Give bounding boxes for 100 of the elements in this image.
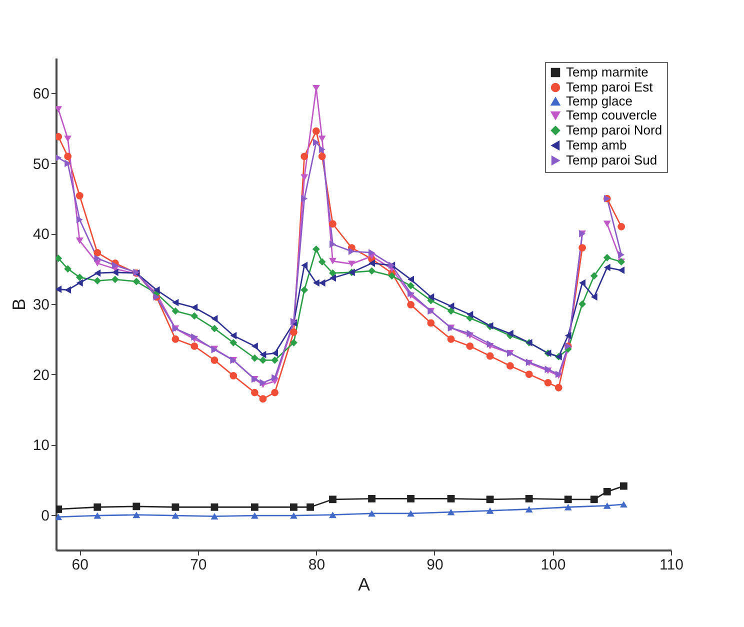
point xyxy=(368,260,375,267)
point xyxy=(56,286,62,293)
point xyxy=(172,307,180,315)
point xyxy=(250,503,258,511)
x-tick-label: 110 xyxy=(660,556,684,574)
point xyxy=(230,338,238,346)
point xyxy=(56,106,62,113)
point xyxy=(260,350,266,358)
point xyxy=(618,222,626,230)
point xyxy=(64,136,72,142)
point xyxy=(300,286,308,294)
point xyxy=(348,260,356,268)
point xyxy=(94,277,102,285)
point xyxy=(94,503,102,511)
point xyxy=(506,362,514,370)
point xyxy=(259,395,267,403)
point xyxy=(250,388,258,396)
point xyxy=(272,349,278,357)
point xyxy=(408,290,414,298)
point xyxy=(318,146,326,154)
point xyxy=(620,501,628,508)
point xyxy=(525,506,533,512)
point xyxy=(112,262,118,270)
y-tick-label: 0 xyxy=(41,507,50,524)
x-tick-label: 100 xyxy=(540,556,566,574)
point xyxy=(564,496,572,504)
point xyxy=(620,482,628,490)
point xyxy=(76,192,84,200)
y-axis-title: B xyxy=(8,298,29,311)
point xyxy=(300,152,308,160)
point xyxy=(56,506,62,513)
point xyxy=(191,304,198,312)
point xyxy=(312,127,320,135)
point xyxy=(191,333,198,341)
point xyxy=(486,496,494,504)
point xyxy=(447,307,455,315)
point xyxy=(486,340,494,348)
point xyxy=(428,293,434,301)
point xyxy=(486,507,494,514)
point xyxy=(64,265,72,273)
point xyxy=(525,370,533,378)
point xyxy=(290,338,298,346)
point xyxy=(578,300,586,308)
point xyxy=(603,488,611,496)
point xyxy=(407,510,415,517)
point xyxy=(388,272,396,280)
point xyxy=(190,312,198,320)
point xyxy=(448,302,454,310)
point xyxy=(172,512,180,519)
point xyxy=(300,174,308,181)
y-tick-label: 10 xyxy=(32,437,50,454)
point xyxy=(368,494,376,502)
point xyxy=(301,194,308,202)
x-tick-label: 80 xyxy=(308,556,326,574)
point xyxy=(318,136,326,142)
legend-label: Temp glace xyxy=(566,94,632,108)
legend-label: Temp couvercle xyxy=(566,108,658,122)
point xyxy=(64,152,72,160)
point xyxy=(153,286,160,294)
point xyxy=(76,238,84,244)
y-tick-label: 60 xyxy=(32,86,50,103)
point xyxy=(447,335,455,343)
point xyxy=(132,278,140,286)
point xyxy=(301,262,308,270)
point xyxy=(408,276,414,284)
point xyxy=(318,279,326,287)
point xyxy=(112,268,118,276)
point xyxy=(318,152,326,160)
legend-label: Temp paroi Est xyxy=(566,80,654,94)
point xyxy=(329,220,336,228)
point xyxy=(330,274,336,282)
point xyxy=(290,328,298,336)
point xyxy=(604,264,610,272)
point xyxy=(618,266,625,274)
point xyxy=(132,512,140,518)
point xyxy=(210,503,218,511)
point xyxy=(603,502,611,509)
point xyxy=(329,258,336,264)
point xyxy=(94,248,102,256)
point xyxy=(590,272,598,280)
point xyxy=(190,342,198,350)
point xyxy=(230,332,237,340)
point xyxy=(329,269,336,277)
point xyxy=(76,274,84,281)
point xyxy=(407,494,415,502)
point xyxy=(260,379,266,386)
point xyxy=(348,248,355,255)
point xyxy=(368,510,376,517)
point xyxy=(210,356,218,364)
point xyxy=(407,282,415,290)
x-tick-label: 90 xyxy=(426,556,444,574)
point xyxy=(132,502,140,510)
legend-label: Temp paroi Sud xyxy=(566,152,658,168)
point xyxy=(466,310,474,318)
y-tick-label: 20 xyxy=(32,366,50,384)
point xyxy=(56,514,62,520)
point xyxy=(447,494,455,502)
point xyxy=(250,354,258,362)
point xyxy=(76,216,83,224)
point xyxy=(486,352,494,360)
